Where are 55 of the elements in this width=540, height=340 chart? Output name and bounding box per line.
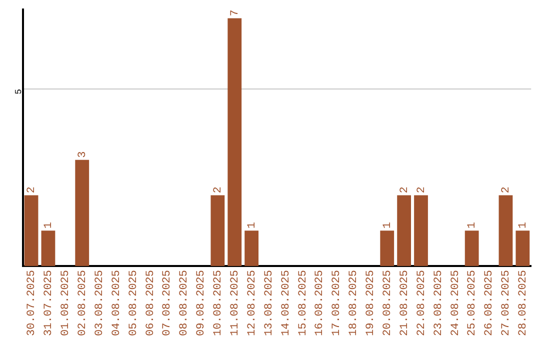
x-tick-label: 02.08.2025	[77, 270, 90, 336]
x-tick-label: 10.08.2025	[212, 270, 225, 336]
bar	[414, 195, 428, 266]
bar	[41, 230, 56, 266]
x-tick-label: 07.08.2025	[162, 270, 174, 336]
x-tick-label: 21.08.2025	[398, 270, 411, 336]
x-tick-label: 18.08.2025	[348, 270, 360, 336]
bar	[210, 195, 225, 266]
x-tick-label: 03.08.2025	[94, 270, 106, 336]
bar	[397, 195, 411, 266]
data-label: 2	[416, 186, 428, 194]
x-tick-label: 06.08.2025	[144, 270, 157, 336]
bar	[380, 230, 394, 266]
data-label: 1	[518, 222, 530, 229]
x-tick-label: 17.08.2025	[331, 270, 344, 336]
x-tick-label: 12.08.2025	[246, 270, 258, 336]
bar	[244, 230, 258, 266]
x-tick-label: 04.08.2025	[110, 270, 123, 336]
data-label: 1	[246, 222, 258, 229]
x-tick-label: 24.08.2025	[450, 270, 462, 336]
x-tick-label: 20.08.2025	[382, 270, 394, 336]
x-tick-label: 31.07.2025	[43, 270, 56, 336]
x-tick-label: 09.08.2025	[196, 270, 208, 336]
x-tick-label: 27.08.2025	[500, 270, 513, 336]
bar	[498, 195, 513, 266]
bar	[75, 160, 90, 266]
x-tick-label: 01.08.2025	[60, 270, 72, 336]
x-tick-label: 08.08.2025	[178, 270, 191, 336]
x-tick-label: 23.08.2025	[432, 270, 445, 336]
data-label: 1	[43, 222, 56, 229]
data-label: 2	[398, 186, 411, 194]
x-tick-label: 16.08.2025	[314, 270, 326, 336]
data-label: 3	[77, 151, 90, 158]
data-label: 2	[500, 186, 513, 194]
data-label: 1	[382, 222, 394, 229]
x-tick-label: 26.08.2025	[484, 270, 496, 336]
x-tick-label: 14.08.2025	[280, 270, 292, 336]
x-tick-label: 11.08.2025	[230, 270, 242, 336]
x-tick-label: 25.08.2025	[466, 270, 479, 336]
y-tick-label: 5	[14, 89, 24, 94]
x-tick-label: 05.08.2025	[128, 270, 140, 336]
data-label: 2	[26, 186, 38, 194]
bar	[464, 230, 479, 266]
x-tick-label: 30.07.2025	[26, 270, 38, 336]
x-tick-label: 28.08.2025	[518, 270, 530, 336]
x-tick-label: 22.08.2025	[416, 270, 428, 336]
data-label: 2	[212, 186, 225, 194]
x-tick-label: 15.08.2025	[297, 270, 310, 336]
x-tick-label: 13.08.2025	[263, 270, 276, 336]
x-tick-label: 19.08.2025	[365, 270, 378, 336]
bar	[228, 18, 242, 266]
bar	[516, 230, 530, 266]
data-label: 1	[466, 222, 479, 229]
data-label: 7	[230, 10, 242, 16]
bar	[24, 195, 38, 266]
